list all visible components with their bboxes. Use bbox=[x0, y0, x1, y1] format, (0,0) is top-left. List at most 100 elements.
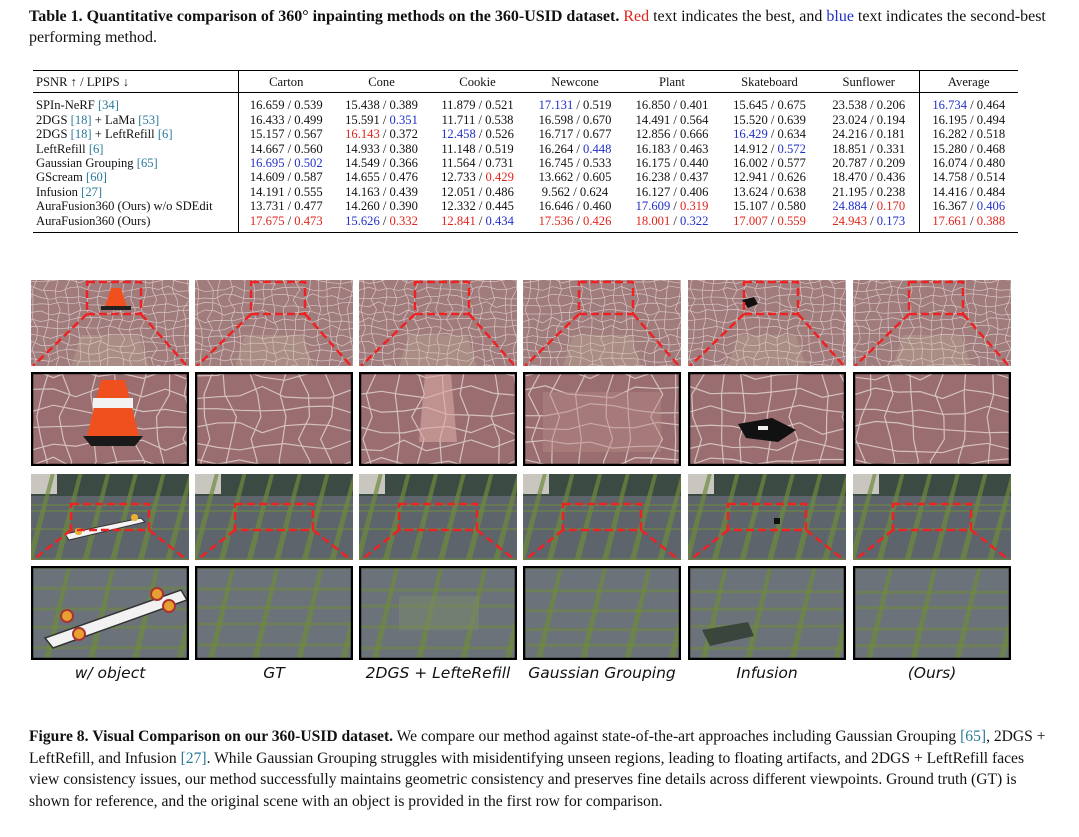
psnr-value: 12.841 bbox=[441, 213, 476, 228]
lpips-value: 0.580 bbox=[777, 199, 806, 214]
scene2-zoom-tile bbox=[31, 566, 189, 660]
table-row: 2DGS [18] + LeftRefill [6] 15.157 / 0.567… bbox=[33, 127, 1018, 142]
method-name: LeftRefill [6] bbox=[33, 141, 239, 157]
psnr-value: 13.731 bbox=[249, 199, 285, 214]
scene2-zoom-tile bbox=[195, 566, 353, 660]
citation: [18] bbox=[70, 127, 92, 142]
lpips-value: 0.209 bbox=[876, 156, 906, 171]
lpips-value: 0.677 bbox=[583, 127, 612, 142]
lpips-value: 0.439 bbox=[389, 184, 418, 199]
method-name: AuraFusion360 (Ours) bbox=[33, 213, 239, 234]
metric-cell: 11.564 / 0.731 bbox=[441, 156, 514, 171]
method-text: 2DGS bbox=[36, 127, 71, 142]
psnr-value: 16.143 bbox=[345, 127, 380, 142]
lpips-value: 0.460 bbox=[583, 199, 612, 214]
metric-cell: 13.624 / 0.638 bbox=[733, 184, 806, 199]
lpips-value: 0.436 bbox=[876, 170, 906, 185]
metric-cell: 13.662 / 0.605 bbox=[538, 170, 612, 185]
table-row: AuraFusion360 (Ours) 17.675 / 0.473 15.626… bbox=[33, 213, 1018, 234]
column-label: Infusion bbox=[736, 664, 798, 682]
psnr-value: 16.175 bbox=[635, 156, 671, 171]
lpips-value: 0.468 bbox=[976, 141, 1006, 156]
header-metric: PSNR ↑ / LPIPS ↓ bbox=[33, 69, 239, 94]
table-caption: Table 1. Quantitative comparison of 360°… bbox=[29, 6, 1049, 48]
citation: [65] bbox=[960, 728, 987, 745]
caption-text: We compare our method against state-of-t… bbox=[393, 728, 961, 745]
lpips-value: 0.484 bbox=[976, 184, 1006, 199]
psnr-value: 16.238 bbox=[635, 170, 671, 185]
table-label: Table 1. bbox=[29, 8, 83, 25]
scene1-zoom-tile bbox=[523, 372, 681, 466]
lpips-value: 0.238 bbox=[876, 184, 906, 199]
scene1-overview-tile bbox=[523, 280, 681, 366]
psnr-value: 16.598 bbox=[538, 112, 574, 127]
psnr-value: 14.191 bbox=[249, 184, 285, 199]
method-name: 2DGS [18] + LeftRefill [6] bbox=[33, 127, 239, 142]
psnr-value: 16.433 bbox=[249, 112, 285, 127]
metric-cell: 21.195 / 0.238 bbox=[832, 184, 906, 199]
lpips-value: 0.332 bbox=[389, 213, 418, 228]
psnr-value: 17.007 bbox=[733, 213, 768, 228]
psnr-value: 14.912 bbox=[733, 141, 768, 156]
metric-cell: 13.731 / 0.477 bbox=[249, 199, 323, 214]
metric-cell: 12.733 / 0.429 bbox=[441, 170, 514, 185]
lpips-value: 0.173 bbox=[876, 213, 906, 228]
method-text: + LaMa bbox=[91, 112, 139, 127]
metric-cell: 17.675 / 0.473 bbox=[238, 213, 334, 234]
lpips-value: 0.555 bbox=[294, 184, 323, 199]
metric-cell: 12.941 / 0.626 bbox=[733, 170, 806, 185]
psnr-value: 12.051 bbox=[441, 184, 476, 199]
method-text: Infusion bbox=[36, 184, 82, 199]
lpips-value: 0.521 bbox=[485, 98, 514, 113]
lpips-value: 0.463 bbox=[680, 141, 709, 156]
psnr-value: 17.661 bbox=[932, 213, 967, 228]
psnr-value: 16.695 bbox=[249, 156, 285, 171]
metric-cell: 16.074 / 0.480 bbox=[918, 156, 1018, 171]
psnr-value: 15.438 bbox=[345, 98, 380, 113]
lpips-value: 0.638 bbox=[777, 184, 806, 199]
figure-caption-body: We compare our method against state-of-t… bbox=[29, 728, 1046, 810]
lpips-value: 0.486 bbox=[485, 184, 514, 199]
scene2-overview-tile bbox=[688, 474, 846, 560]
psnr-value: 12.332 bbox=[441, 199, 476, 214]
lpips-value: 0.390 bbox=[389, 199, 418, 214]
scene1-zoom-tile bbox=[195, 372, 353, 466]
figure-label: Figure 8. bbox=[29, 728, 89, 745]
citation: [34] bbox=[97, 98, 119, 113]
lpips-value: 0.434 bbox=[485, 213, 514, 228]
psnr-value: 16.183 bbox=[635, 141, 671, 156]
metric-cell: 11.711 / 0.538 bbox=[441, 112, 514, 127]
metric-cell: 12.841 / 0.434 bbox=[429, 213, 526, 234]
psnr-value: 16.850 bbox=[635, 98, 671, 113]
caption-text: , 2DGS + LeftRefill, and Infusion bbox=[29, 728, 1046, 767]
psnr-value: 14.491 bbox=[635, 112, 671, 127]
metric-cell: 24.216 / 0.181 bbox=[832, 127, 906, 142]
metric-cell: 16.659 / 0.539 bbox=[249, 98, 323, 113]
lpips-value: 0.440 bbox=[680, 156, 709, 171]
psnr-value: 16.367 bbox=[932, 199, 967, 214]
scene1-overview-tile bbox=[359, 280, 517, 366]
psnr-value: 11.148 bbox=[441, 141, 476, 156]
metric-cell: 16.433 / 0.499 bbox=[249, 112, 323, 127]
psnr-value: 16.127 bbox=[635, 184, 671, 199]
metric-cell: 16.195 / 0.494 bbox=[918, 112, 1018, 128]
metric-cell: 17.661 / 0.388 bbox=[918, 213, 1018, 234]
metric-cell: 16.183 / 0.463 bbox=[635, 141, 709, 156]
lpips-value: 0.526 bbox=[485, 127, 514, 142]
metric-cell: 9.562 / 0.624 bbox=[541, 184, 609, 199]
metric-cell: 11.879 / 0.521 bbox=[441, 98, 514, 113]
scene2-overview-tile bbox=[523, 474, 681, 560]
table-row: LeftRefill [6] 14.667 / 0.560 14.933 / 0.3… bbox=[33, 141, 1018, 157]
lpips-value: 0.480 bbox=[976, 156, 1006, 171]
citation: [53] bbox=[138, 112, 160, 127]
psnr-value: 13.624 bbox=[733, 184, 768, 199]
method-name: Gaussian Grouping [65] bbox=[33, 156, 239, 171]
metric-cell: 16.695 / 0.502 bbox=[249, 156, 323, 171]
psnr-value: 15.157 bbox=[249, 127, 285, 142]
method-text: 2DGS bbox=[36, 112, 71, 127]
metric-cell: 14.416 / 0.484 bbox=[918, 184, 1018, 200]
method-name: GScream [60] bbox=[33, 170, 239, 185]
metric-cell: 16.850 / 0.401 bbox=[635, 98, 709, 113]
metric-cell: 16.598 / 0.670 bbox=[538, 112, 612, 127]
lpips-value: 0.445 bbox=[485, 199, 514, 214]
